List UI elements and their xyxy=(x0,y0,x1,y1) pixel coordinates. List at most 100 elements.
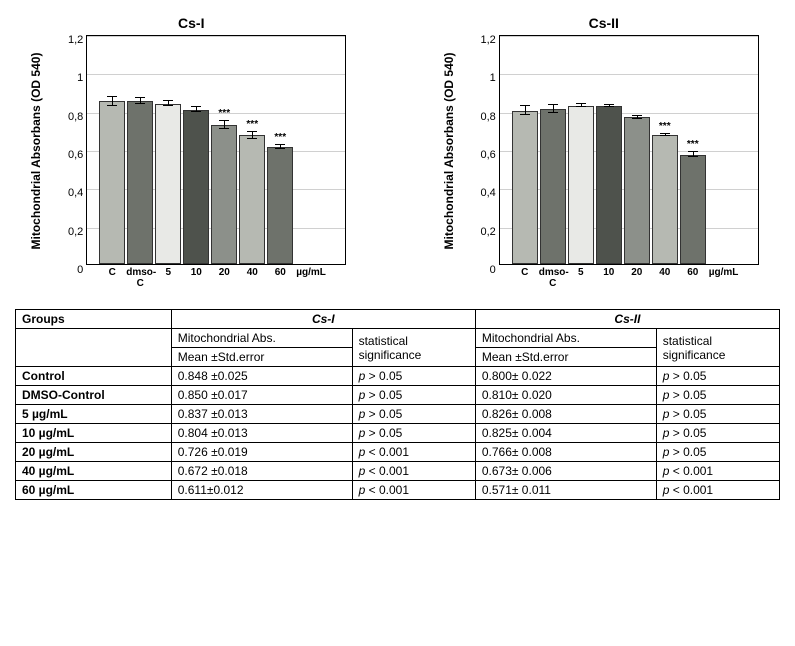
y-tick: 1,2 xyxy=(68,34,87,46)
th-mean2b: Mean ±Std.error xyxy=(475,348,656,367)
cell-mean2: 0.825± 0.004 xyxy=(475,424,656,443)
y-tick: 0,4 xyxy=(480,187,499,199)
y-tick: 0,2 xyxy=(68,226,87,238)
x-tick-label: 10 xyxy=(595,267,623,289)
x-unit: µg/mL xyxy=(296,267,326,289)
x-tick-label: 5 xyxy=(567,267,595,289)
cell-mean1: 0.726 ±0.019 xyxy=(171,443,352,462)
cell-sig1: p > 0.05 xyxy=(352,405,475,424)
cell-mean2: 0.800± 0.022 xyxy=(475,367,656,386)
cell-mean2: 0.571± 0.011 xyxy=(475,481,656,500)
x-tick-label: 5 xyxy=(154,267,182,289)
x-unit: µg/mL xyxy=(709,267,739,289)
bar xyxy=(239,135,265,264)
chart-block: Cs-IMitochondrial Absorbans (OD 540)00,2… xyxy=(36,15,346,289)
cell-mean1: 0.611±0.012 xyxy=(171,481,352,500)
bar xyxy=(127,101,153,264)
y-tick: 0 xyxy=(490,264,500,276)
cell-sig1: p > 0.05 xyxy=(352,386,475,405)
x-tick-label: dmso-C xyxy=(539,267,567,289)
chart-block: Cs-IIMitochondrial Absorbans (OD 540)00,… xyxy=(449,15,759,289)
cell-mean1: 0.848 ±0.025 xyxy=(171,367,352,386)
y-axis-label: Mitochondrial Absorbans (OD 540) xyxy=(442,36,456,266)
data-table: Groups Cs-I Cs-II Mitochondrial Abs. sta… xyxy=(15,309,780,500)
bar xyxy=(183,110,209,264)
x-labels: Cdmso-C510204060µg/mL xyxy=(499,267,759,289)
y-tick: 1 xyxy=(77,72,87,84)
row-group: DMSO-Control xyxy=(16,386,172,405)
cell-sig2: p < 0.001 xyxy=(656,462,779,481)
y-tick: 0,8 xyxy=(68,111,87,123)
table-row: Control0.848 ±0.025p > 0.050.800± 0.022p… xyxy=(16,367,780,386)
x-tick-label: 60 xyxy=(266,267,294,289)
x-labels: Cdmso-C510204060µg/mL xyxy=(86,267,346,289)
cell-sig2: p > 0.05 xyxy=(656,405,779,424)
table-row: DMSO-Control0.850 ±0.017p > 0.050.810± 0… xyxy=(16,386,780,405)
bar xyxy=(99,101,125,264)
cell-sig1: p < 0.001 xyxy=(352,462,475,481)
cell-mean1: 0.804 ±0.013 xyxy=(171,424,352,443)
chart-title: Cs-I xyxy=(36,15,346,31)
bars-group: *** *** *** xyxy=(87,36,295,264)
cell-sig2: p < 0.001 xyxy=(656,481,779,500)
x-tick-label: 40 xyxy=(238,267,266,289)
x-tick-label: 60 xyxy=(679,267,707,289)
x-tick-label: C xyxy=(511,267,539,289)
bar xyxy=(267,147,293,264)
bars-group: *** *** xyxy=(500,36,708,264)
cell-sig1: p < 0.001 xyxy=(352,481,475,500)
cell-mean2: 0.826± 0.008 xyxy=(475,405,656,424)
bar xyxy=(652,135,678,264)
table-row: 40 µg/mL0.672 ±0.018p < 0.0010.673± 0.00… xyxy=(16,462,780,481)
y-tick: 1 xyxy=(490,72,500,84)
chart-title: Cs-II xyxy=(449,15,759,31)
y-tick: 0,4 xyxy=(68,187,87,199)
th-mean1b: Mean ±Std.error xyxy=(171,348,352,367)
bar xyxy=(211,125,237,264)
significance-marker: *** xyxy=(246,119,258,130)
x-tick-label: 20 xyxy=(623,267,651,289)
row-group: 5 µg/mL xyxy=(16,405,172,424)
th-groups: Groups xyxy=(16,310,172,329)
y-axis-label: Mitochondrial Absorbans (OD 540) xyxy=(29,36,43,266)
significance-marker: *** xyxy=(274,132,286,143)
th-empty xyxy=(16,329,172,367)
th-cs2: Cs-II xyxy=(475,310,779,329)
y-tick: 0,8 xyxy=(480,111,499,123)
cell-mean2: 0.810± 0.020 xyxy=(475,386,656,405)
bar xyxy=(512,111,538,264)
cell-sig1: p < 0.001 xyxy=(352,443,475,462)
table-row: 20 µg/mL0.726 ±0.019p < 0.0010.766± 0.00… xyxy=(16,443,780,462)
cell-sig2: p > 0.05 xyxy=(656,424,779,443)
x-tick-label: 10 xyxy=(182,267,210,289)
chart-frame: 00,20,40,60,811,2****** xyxy=(499,35,759,265)
significance-marker: *** xyxy=(218,108,230,119)
x-tick-label: 40 xyxy=(651,267,679,289)
cell-sig2: p > 0.05 xyxy=(656,386,779,405)
cell-mean2: 0.673± 0.006 xyxy=(475,462,656,481)
th-sig1: statisticalsignificance xyxy=(352,329,475,367)
y-tick: 0 xyxy=(77,264,87,276)
charts-row: Cs-I Mitochondrial Absorbans (OD 540) 0 0,2… xyxy=(15,15,780,289)
y-tick: 0,6 xyxy=(480,149,499,161)
bar xyxy=(155,104,181,264)
cell-sig2: p > 0.05 xyxy=(656,443,779,462)
significance-marker: *** xyxy=(687,139,699,150)
th-mean1a: Mitochondrial Abs. xyxy=(171,329,352,348)
x-tick-label: 20 xyxy=(210,267,238,289)
significance-marker: *** xyxy=(659,121,671,132)
row-group: 10 µg/mL xyxy=(16,424,172,443)
th-mean2a: Mitochondrial Abs. xyxy=(475,329,656,348)
y-tick: 0,6 xyxy=(68,149,87,161)
th-cs1: Cs-I xyxy=(171,310,475,329)
bar xyxy=(680,155,706,264)
table-row: 60 µg/mL0.611±0.012p < 0.0010.571± 0.011… xyxy=(16,481,780,500)
bar xyxy=(596,106,622,264)
bar xyxy=(540,109,566,264)
cell-mean1: 0.837 ±0.013 xyxy=(171,405,352,424)
cell-sig1: p > 0.05 xyxy=(352,424,475,443)
row-group: 40 µg/mL xyxy=(16,462,172,481)
row-group: 60 µg/mL xyxy=(16,481,172,500)
table-row: 5 µg/mL0.837 ±0.013p > 0.050.826± 0.008p… xyxy=(16,405,780,424)
y-tick: 1,2 xyxy=(480,34,499,46)
